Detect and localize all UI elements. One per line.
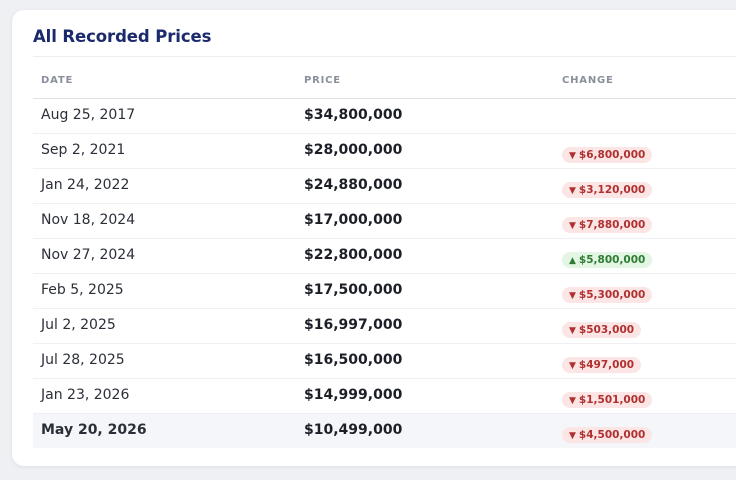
change-decrease-badge: ▼ $5,300,000	[562, 287, 653, 303]
row-price: $10,499,000	[304, 422, 403, 438]
card-title: All Recorded Prices	[33, 27, 212, 46]
arrow-down-icon: ▼	[569, 326, 576, 336]
table-row: Jul 28, 2025 $16,500,000 ▼ $497,000	[33, 344, 736, 379]
row-change: ▼ $1,501,000	[562, 388, 653, 408]
change-value: $5,300,000	[578, 289, 646, 301]
arrow-down-icon: ▼	[569, 361, 576, 371]
change-value: $5,800,000	[578, 254, 646, 266]
row-change: ▼ $497,000	[562, 353, 642, 373]
price-history-card: All Recorded Prices DATE PRICE CHANGE Au…	[12, 10, 736, 466]
table-row: Feb 5, 2025 $17,500,000 ▼ $5,300,000	[33, 274, 736, 309]
change-decrease-badge: ▼ $1,501,000	[562, 392, 653, 408]
row-date: Nov 27, 2024	[41, 247, 136, 263]
change-decrease-badge: ▼ $4,500,000	[562, 427, 653, 443]
row-price: $34,800,000	[304, 107, 403, 123]
table-body: Aug 25, 2017 $34,800,000 Sep 2, 2021 $28,00…	[33, 99, 736, 448]
table-row: Jan 23, 2026 $14,999,000 ▼ $1,501,000	[33, 379, 736, 414]
table-row: Nov 18, 2024 $17,000,000 ▼ $7,880,000	[33, 204, 736, 239]
table-row: Nov 27, 2024 $22,800,000 ▲ $5,800,000	[33, 239, 736, 274]
arrow-down-icon: ▼	[569, 186, 576, 196]
change-decrease-badge: ▼ $6,800,000	[562, 147, 653, 163]
change-value: $6,800,000	[578, 149, 646, 161]
change-decrease-badge: ▼ $7,880,000	[562, 217, 653, 233]
row-change: ▼ $5,300,000	[562, 283, 653, 303]
row-date: Jan 23, 2026	[41, 387, 130, 403]
row-change: ▼ $6,800,000	[562, 143, 653, 163]
row-date: Jul 28, 2025	[41, 352, 125, 368]
price-table: DATE PRICE CHANGE Aug 25, 2017 $34,800,00…	[33, 67, 736, 448]
row-price: $22,800,000	[304, 247, 403, 263]
row-price: $28,000,000	[304, 142, 403, 158]
row-date: Jan 24, 2022	[41, 177, 130, 193]
row-price: $17,500,000	[304, 282, 403, 298]
row-price: $17,000,000	[304, 212, 403, 228]
table-row: Jul 2, 2025 $16,997,000 ▼ $503,000	[33, 309, 736, 344]
column-header-price: PRICE	[304, 75, 341, 86]
table-row: May 20, 2026 $10,499,000 ▼ $4,500,000	[33, 414, 736, 448]
row-date: Aug 25, 2017	[41, 107, 136, 123]
title-divider	[33, 56, 736, 57]
column-header-date: DATE	[41, 75, 74, 86]
row-change: ▲ $5,800,000	[562, 248, 653, 268]
change-value: $3,120,000	[578, 184, 646, 196]
table-row: Jan 24, 2022 $24,880,000 ▼ $3,120,000	[33, 169, 736, 204]
table-row: Aug 25, 2017 $34,800,000	[33, 99, 736, 134]
arrow-up-icon: ▲	[569, 256, 576, 266]
arrow-down-icon: ▼	[569, 431, 576, 441]
change-value: $497,000	[578, 359, 635, 371]
table-row: Sep 2, 2021 $28,000,000 ▼ $6,800,000	[33, 134, 736, 169]
row-price: $24,880,000	[304, 177, 403, 193]
arrow-down-icon: ▼	[569, 151, 576, 161]
row-date: Sep 2, 2021	[41, 142, 126, 158]
row-change: ▼ $7,880,000	[562, 213, 653, 233]
change-value: $503,000	[578, 324, 635, 336]
arrow-down-icon: ▼	[569, 291, 576, 301]
row-change: ▼ $503,000	[562, 318, 642, 338]
change-increase-badge: ▲ $5,800,000	[562, 252, 653, 268]
column-header-change: CHANGE	[562, 75, 614, 86]
row-date: May 20, 2026	[41, 422, 147, 438]
change-decrease-badge: ▼ $503,000	[562, 322, 642, 338]
table-header: DATE PRICE CHANGE	[33, 67, 736, 99]
row-price: $14,999,000	[304, 387, 403, 403]
row-price: $16,500,000	[304, 352, 403, 368]
row-change: ▼ $3,120,000	[562, 178, 653, 198]
row-date: Jul 2, 2025	[41, 317, 116, 333]
change-value: $1,501,000	[578, 394, 646, 406]
row-date: Nov 18, 2024	[41, 212, 136, 228]
change-value: $7,880,000	[578, 219, 646, 231]
arrow-down-icon: ▼	[569, 221, 576, 231]
change-decrease-badge: ▼ $3,120,000	[562, 182, 653, 198]
row-change: ▼ $4,500,000	[562, 423, 653, 443]
change-decrease-badge: ▼ $497,000	[562, 357, 642, 373]
change-value: $4,500,000	[578, 429, 646, 441]
row-date: Feb 5, 2025	[41, 282, 124, 298]
arrow-down-icon: ▼	[569, 396, 576, 406]
row-price: $16,997,000	[304, 317, 403, 333]
